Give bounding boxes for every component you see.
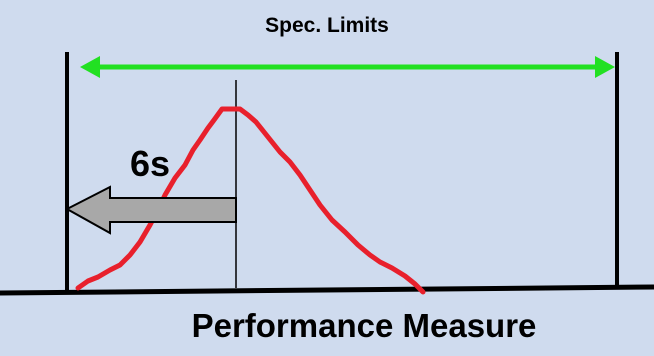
baseline-axis [0, 284, 654, 296]
spec-limits-label: Spec. Limits [265, 14, 389, 37]
performance-measure-label: Performance Measure [191, 307, 537, 344]
spec-limits-arrow [80, 56, 615, 78]
six-sigma-label: 6s [130, 143, 171, 184]
distribution-curve [75, 106, 426, 295]
sigma-arrow [64, 185, 237, 235]
